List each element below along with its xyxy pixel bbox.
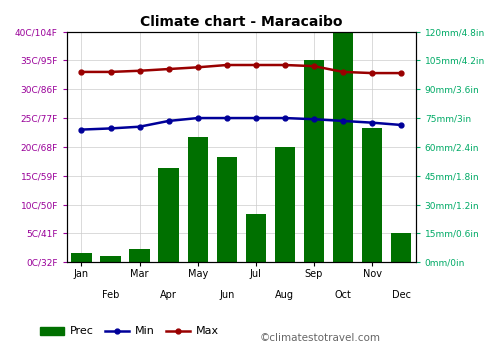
- Bar: [333, 22, 353, 262]
- Bar: [362, 128, 382, 262]
- Bar: [100, 257, 120, 262]
- Title: Climate chart - Maracaibo: Climate chart - Maracaibo: [140, 15, 342, 29]
- Bar: [72, 253, 92, 262]
- Bar: [158, 168, 179, 262]
- Bar: [274, 147, 295, 262]
- Bar: [216, 156, 237, 262]
- Bar: [130, 249, 150, 262]
- Bar: [188, 137, 208, 262]
- Bar: [304, 61, 324, 262]
- Bar: [391, 233, 411, 262]
- Text: ©climatestotravel.com: ©climatestotravel.com: [260, 333, 381, 343]
- Legend: Prec, Min, Max: Prec, Min, Max: [36, 322, 224, 341]
- Bar: [246, 214, 266, 262]
